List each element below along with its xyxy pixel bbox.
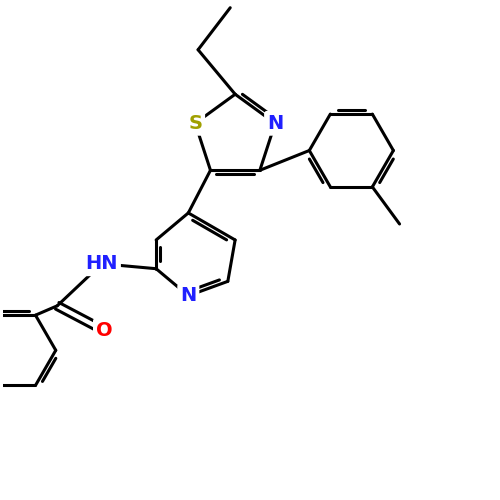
- Text: S: S: [188, 114, 202, 133]
- Text: O: O: [96, 321, 112, 340]
- Text: N: N: [180, 286, 196, 305]
- Text: N: N: [267, 114, 283, 133]
- Text: HN: HN: [86, 254, 118, 274]
